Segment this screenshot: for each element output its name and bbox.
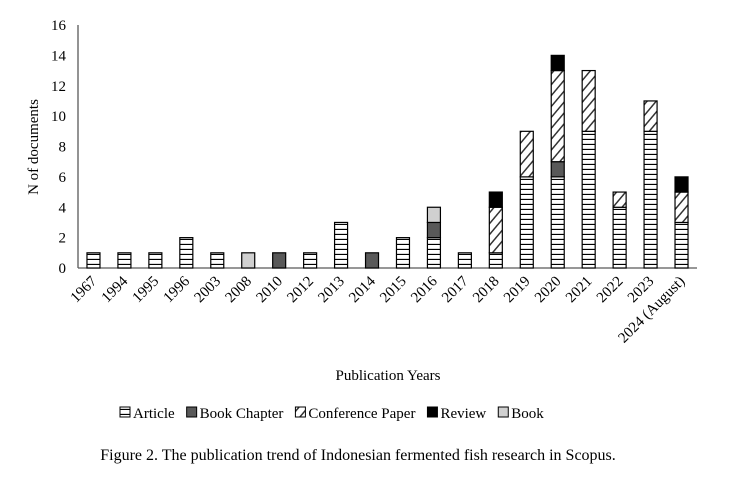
x-tick-label: 2020: [532, 274, 565, 307]
x-tick-label: 2015: [377, 274, 410, 307]
legend-item: Book Chapter: [186, 406, 284, 422]
bar-segment-article: [643, 130, 658, 269]
bar-segment-review: [488, 191, 503, 208]
bar-segment-book: [426, 206, 442, 224]
bar-segment-book-chapter: [364, 252, 380, 269]
legend-swatch: [119, 406, 131, 418]
bar-segment-article: [86, 252, 101, 269]
y-tick-label: 10: [51, 109, 66, 125]
legend-item: Book: [497, 406, 544, 422]
x-tick-label: 2010: [253, 274, 286, 307]
bar-segment-conference-paper: [643, 100, 658, 132]
bar-segment-article: [210, 252, 225, 269]
y-tick-label: 6: [59, 170, 67, 186]
y-tick-label: 14: [51, 48, 67, 64]
bar-segment-article: [179, 237, 194, 269]
x-axis-title: Publication Years: [336, 368, 441, 384]
bar-segment-conference-paper: [612, 191, 627, 208]
x-tick-label: 1996: [161, 273, 194, 306]
bar-segment-review: [674, 176, 689, 193]
bars: 1967199419951996200320082010201220132014…: [68, 54, 689, 346]
bar-segment-review: [550, 54, 565, 72]
x-tick-label: 2017: [439, 273, 472, 306]
x-tick-label: 2008: [223, 274, 256, 307]
axes: 0 2 4 6 8 10 12 14 16: [51, 18, 697, 277]
bar-segment-conference-paper: [519, 130, 534, 178]
x-tick-label: 1995: [130, 274, 163, 307]
bar-segment-article: [426, 237, 442, 269]
y-tick-label: 4: [59, 200, 67, 216]
bar-segment-article: [395, 237, 411, 269]
x-tick-label: 2021: [563, 274, 596, 307]
legend-swatch: [294, 406, 306, 418]
figure-caption: Figure 2. The publication trend of Indon…: [100, 447, 616, 464]
legend-item: Review: [426, 406, 486, 422]
bar-segment-article: [488, 252, 503, 269]
x-tick-label: 1994: [99, 273, 132, 306]
x-tick-label: 2018: [470, 274, 503, 307]
x-tick-label: 1967: [68, 273, 101, 306]
y-axis-title: N of documents: [26, 99, 42, 195]
y-tick-label: 16: [51, 18, 67, 34]
legend-swatch: [186, 406, 198, 418]
legend-label: Article: [133, 406, 175, 422]
legend-label: Review: [440, 406, 486, 422]
bar-segment-article: [674, 221, 689, 269]
bar-segment-article: [148, 252, 163, 269]
bar-segment-article: [581, 130, 596, 269]
x-tick-label: 2022: [594, 274, 627, 307]
bar-segment-conference-paper: [674, 191, 689, 224]
legend-item: Article: [119, 406, 175, 422]
y-tick-label: 0: [59, 261, 67, 277]
bar-segment-conference-paper: [550, 69, 565, 163]
x-tick-label: 2013: [315, 274, 348, 307]
y-tick-label: 12: [51, 79, 66, 95]
bar-segment-book: [241, 252, 256, 269]
x-tick-label: 2012: [284, 274, 317, 307]
bar-segment-book-chapter: [550, 161, 565, 178]
bar-segment-conference-paper: [488, 206, 503, 254]
legend-swatch: [426, 406, 438, 418]
x-tick-label: 2016: [408, 273, 441, 306]
bar-segment-article: [612, 206, 627, 269]
bar-segment-article: [303, 252, 318, 269]
legend-label: Book: [511, 406, 544, 422]
x-tick-label: 2019: [501, 274, 534, 307]
bar-segment-conference-paper: [581, 69, 596, 132]
bar-segment-article: [117, 252, 132, 269]
legend: Article Book Chapter Conference Paper Revie…: [119, 406, 544, 422]
x-tick-label: 2003: [192, 274, 225, 307]
legend-item: Conference Paper: [294, 406, 415, 422]
bar-segment-book-chapter: [426, 221, 442, 239]
bar-segment-article: [333, 221, 349, 269]
y-tick-label: 8: [59, 140, 67, 156]
y-tick-label: 2: [59, 231, 67, 247]
legend-swatch: [497, 406, 509, 418]
bar-segment-article: [457, 252, 472, 269]
x-tick-label: 2014: [346, 273, 379, 306]
bar-segment-book-chapter: [272, 252, 287, 269]
bar-segment-article: [519, 176, 534, 269]
legend-label: Book Chapter: [200, 406, 284, 422]
bar-segment-article: [550, 176, 565, 269]
legend-label: Conference Paper: [308, 406, 415, 422]
